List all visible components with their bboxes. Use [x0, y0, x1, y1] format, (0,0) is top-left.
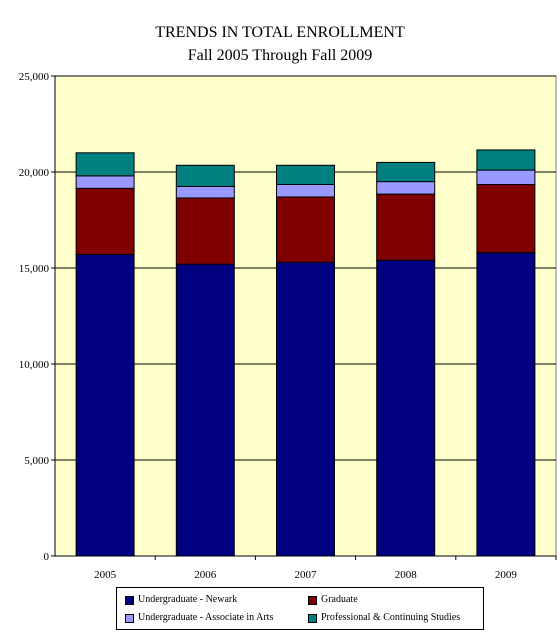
x-tick-label: 2006 — [194, 569, 217, 581]
legend-swatch — [308, 614, 317, 623]
bar-segment-2008-0 — [376, 259, 436, 557]
x-tick-label: 2007 — [295, 569, 318, 581]
legend-swatch — [308, 596, 317, 605]
chart-title: TRENDS IN TOTAL ENROLLMENT — [155, 24, 405, 41]
bar-segment-2007-2 — [276, 183, 335, 198]
bar-segment-2007-3 — [276, 164, 335, 185]
bar-segment-2005-3 — [75, 152, 135, 177]
bar-segment-2009-2 — [476, 169, 536, 185]
bar-segment-2008-2 — [376, 181, 436, 195]
bar-segment-2006-2 — [175, 185, 235, 199]
legend-label: Graduate — [321, 594, 358, 605]
legend-swatch — [125, 596, 134, 605]
y-tick-label: 15,000 — [19, 263, 50, 275]
bar-segment-2007-0 — [276, 261, 335, 557]
legend-swatch — [125, 614, 134, 623]
x-tick-label: 2009 — [495, 569, 518, 581]
bar-segment-2008-1 — [376, 193, 436, 261]
chart-legend: Undergraduate - Newark Graduate Undergra… — [116, 587, 484, 630]
y-tick-label: 5,000 — [24, 455, 49, 467]
bar-segment-2006-1 — [175, 197, 235, 265]
bar-segment-2006-3 — [175, 164, 235, 187]
bar-segment-2009-0 — [476, 252, 536, 557]
bar-segment-2005-1 — [75, 187, 135, 256]
bar-segment-2007-1 — [276, 196, 335, 263]
y-tick-label: 25,000 — [19, 71, 50, 83]
bar-segment-2005-0 — [75, 254, 135, 557]
bar-segment-2009-3 — [476, 149, 536, 171]
bar-segment-2006-0 — [175, 263, 235, 557]
legend-label: Undergraduate - Associate in Arts — [138, 612, 274, 623]
bar-segment-2009-1 — [476, 183, 536, 254]
y-tick-label: 0 — [44, 551, 50, 563]
x-tick-label: 2008 — [395, 569, 418, 581]
y-tick-label: 10,000 — [19, 359, 50, 371]
chart-subtitle: Fall 2005 Through Fall 2009 — [187, 47, 373, 64]
bar-segment-2005-2 — [75, 175, 135, 189]
y-tick-label: 20,000 — [19, 167, 50, 179]
bar-segment-2008-3 — [376, 161, 436, 183]
legend-label: Professional & Continuing Studies — [321, 612, 461, 623]
legend-label: Undergraduate - Newark — [138, 594, 238, 605]
x-tick-label: 2005 — [94, 569, 117, 581]
